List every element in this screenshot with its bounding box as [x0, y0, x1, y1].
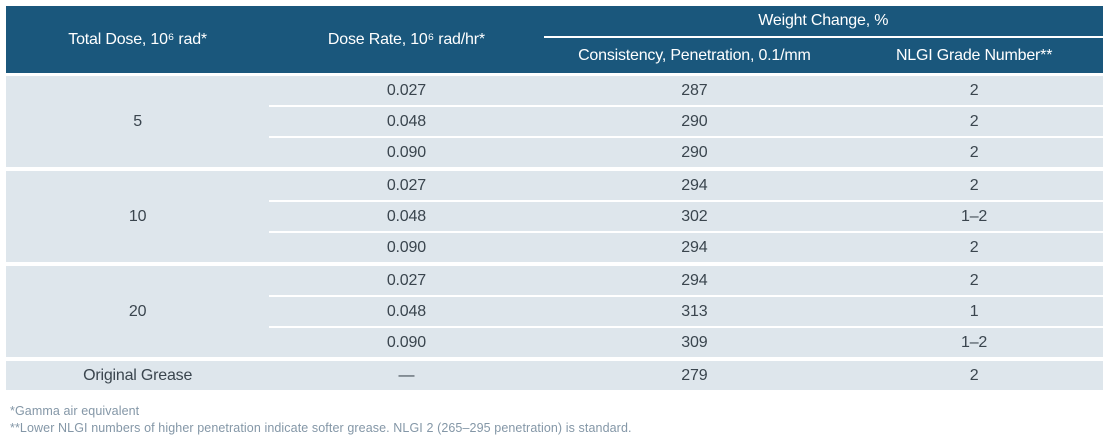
nlgi-grade-cell: 2: [845, 105, 1103, 137]
nlgi-grade-cell: 2: [845, 136, 1103, 169]
col-header-dose-rate: Dose Rate, 10⁶ rad/hr*: [269, 6, 544, 75]
dose-rate-cell: —: [269, 357, 544, 390]
penetration-cell: 290: [543, 105, 846, 137]
table-row: 0.090 309 1–2: [6, 326, 1103, 359]
footnote-gamma: *Gamma air equivalent: [10, 404, 140, 418]
dose-rate-cell: 0.027: [269, 73, 544, 106]
total-dose-cell: 5: [6, 73, 270, 169]
table-row: 0.048 290 2: [6, 105, 1103, 137]
nlgi-grade-cell: 2: [845, 231, 1103, 264]
penetration-cell: 294: [543, 262, 846, 296]
col-header-nlgi: NLGI Grade Number**: [845, 37, 1103, 75]
footnotes: *Gamma air equivalent **Lower NLGI numbe…: [10, 403, 632, 437]
nlgi-grade-cell: 1–2: [845, 200, 1103, 232]
header-row-sub: Consistency, Penetration, 0.1/mm NLGI Gr…: [6, 37, 1103, 75]
nlgi-grade-cell: 2: [845, 167, 1103, 201]
total-dose-cell: 20: [6, 262, 270, 359]
table-row: 0.048 302 1–2: [6, 200, 1103, 232]
dose-rate-cell: 0.027: [269, 167, 544, 201]
nlgi-grade-cell: 2: [845, 262, 1103, 296]
nlgi-grade-cell: 1–2: [845, 326, 1103, 359]
dose-rate-cell: 0.048: [269, 200, 544, 232]
table-row: 0.090 290 2: [6, 136, 1103, 169]
penetration-cell: 290: [543, 136, 846, 169]
penetration-cell: 302: [543, 200, 846, 232]
penetration-cell: 294: [543, 231, 846, 264]
dose-rate-cell: 0.090: [269, 231, 544, 264]
penetration-cell: 279: [543, 357, 846, 390]
table-row: 0.048 313 1: [6, 295, 1103, 327]
dose-rate-cell: 0.090: [269, 136, 544, 169]
total-dose-cell: 10: [6, 167, 270, 264]
total-dose-cell: Original Grease: [6, 357, 270, 390]
dose-rate-cell: 0.048: [269, 105, 544, 137]
nlgi-grade-cell: 2: [845, 73, 1103, 106]
col-header-weight-change: Weight Change, %: [543, 6, 1103, 38]
nlgi-grade-cell: 1: [845, 295, 1103, 327]
dose-rate-cell: 0.090: [269, 326, 544, 359]
table-row: 20 0.027 294 2: [6, 262, 1103, 359]
table-row: 0.090 294 2: [6, 231, 1103, 264]
penetration-cell: 309: [543, 326, 846, 359]
table-row-original-grease: Original Grease —279 2: [6, 357, 1103, 390]
col-header-consistency: Consistency, Penetration, 0.1/mm: [543, 37, 846, 75]
dose-rate-cell: 0.027: [269, 262, 544, 296]
table-header: Total Dose, 10⁶ rad* Dose Rate, 10⁶ rad/…: [6, 6, 1103, 75]
table-row: 10 0.027 294 2: [6, 167, 1103, 264]
radiation-grease-table: Total Dose, 10⁶ rad* Dose Rate, 10⁶ rad/…: [6, 6, 1103, 390]
table-row: 5 0.027 287 2: [6, 73, 1103, 169]
dose-rate-cell: 0.048: [269, 295, 544, 327]
table-body: 5 0.027 287 2 0.048 290 2 0.090 290 2 10 0.027 294 2 0…: [6, 73, 1103, 390]
footnote-nlgi: **Lower NLGI numbers of higher penetrati…: [10, 420, 632, 435]
header-row-top: Total Dose, 10⁶ rad* Dose Rate, 10⁶ rad/…: [6, 6, 1103, 75]
col-header-total-dose: Total Dose, 10⁶ rad*: [6, 6, 270, 75]
penetration-cell: 287: [543, 73, 846, 106]
penetration-cell: 313: [543, 295, 846, 327]
nlgi-grade-cell: 2: [845, 357, 1103, 390]
penetration-cell: 294: [543, 167, 846, 201]
